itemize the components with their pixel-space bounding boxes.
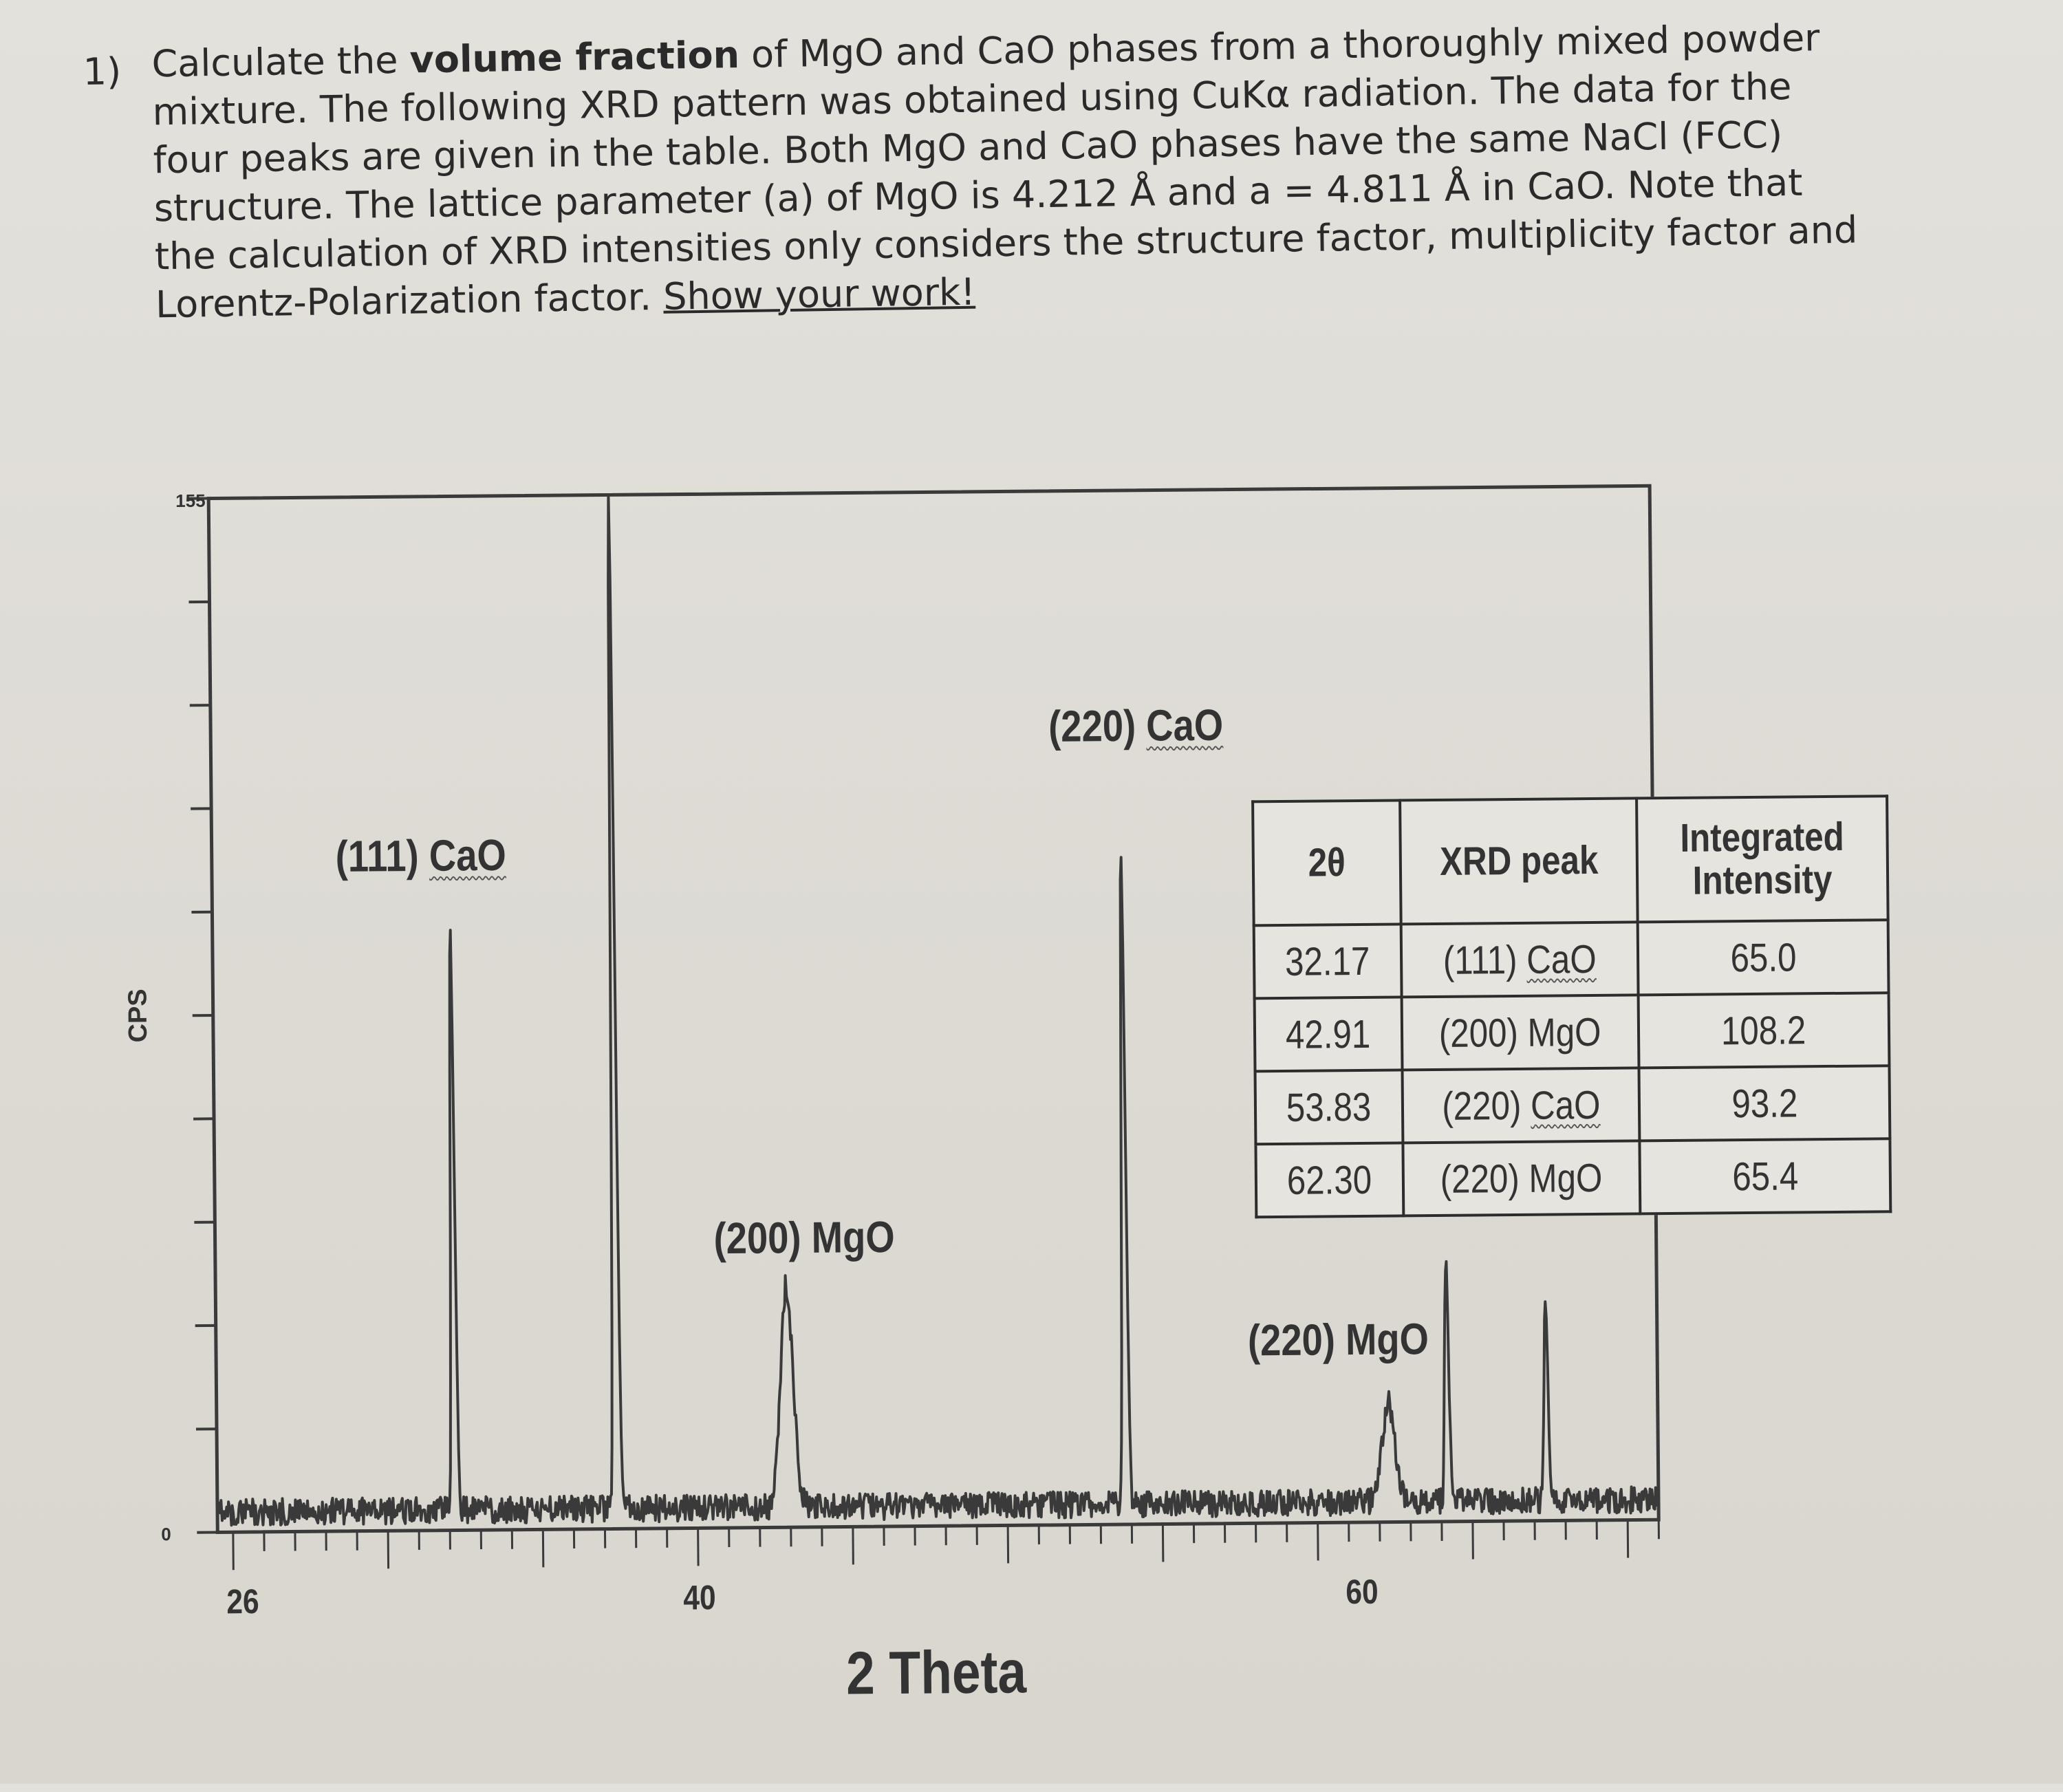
cell-two-theta: 62.30 (1255, 1143, 1403, 1217)
cell-intensity: 108.2 (1639, 993, 1890, 1068)
peak-label-200-mgo: (200) MgO (713, 1211, 895, 1264)
table-header-row: 2θ XRD peak Integrated Intensity (1253, 796, 1888, 925)
cell-intensity: 93.2 (1639, 1066, 1890, 1141)
table-row: 62.30 (220) MgO 65.4 (1255, 1138, 1890, 1217)
cell-two-theta: 53.83 (1255, 1070, 1403, 1144)
peak-label-111-cao: (111) CaO (335, 830, 506, 882)
header-integrated-intensity: Integrated Intensity (1637, 796, 1888, 922)
y-axis-title: CPS (123, 989, 153, 1043)
y-tick-zero: 0 (161, 1524, 171, 1545)
table-row: 53.83 (220) CaO 93.2 (1255, 1066, 1890, 1144)
x-tick-60: 60 (1346, 1572, 1379, 1612)
cell-xrd-peak: (200) MgO (1402, 995, 1639, 1070)
peak-label-220-mgo: (220) MgO (1248, 1313, 1429, 1365)
x-axis-title: 2 Theta (846, 1637, 1027, 1708)
table-row: 42.91 (200) MgO 108.2 (1255, 993, 1890, 1071)
cell-xrd-peak: (220) CaO (1403, 1068, 1640, 1143)
peak-label-220-cao: (220) CaO (1048, 700, 1224, 752)
x-tick-26: 26 (226, 1582, 259, 1621)
y-tick-max: 155 (175, 490, 206, 512)
cell-xrd-peak: (111) CaO (1401, 922, 1639, 997)
cell-two-theta: 42.91 (1255, 997, 1403, 1071)
cell-intensity: 65.4 (1639, 1138, 1890, 1213)
header-xrd-peak: XRD peak (1400, 798, 1638, 924)
header-two-theta: 2θ (1253, 800, 1401, 925)
table-row: 32.17 (111) CaO 65.0 (1254, 920, 1889, 998)
cell-xrd-peak: (220) MgO (1403, 1141, 1640, 1216)
cell-intensity: 65.0 (1638, 920, 1889, 995)
x-tick-40: 40 (683, 1577, 716, 1617)
cell-two-theta: 32.17 (1254, 924, 1402, 998)
peak-data-table: 2θ XRD peak Integrated Intensity 32.17 (… (1251, 795, 1892, 1218)
